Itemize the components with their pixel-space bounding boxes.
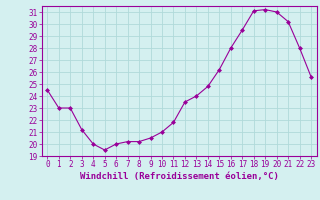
X-axis label: Windchill (Refroidissement éolien,°C): Windchill (Refroidissement éolien,°C) xyxy=(80,172,279,181)
